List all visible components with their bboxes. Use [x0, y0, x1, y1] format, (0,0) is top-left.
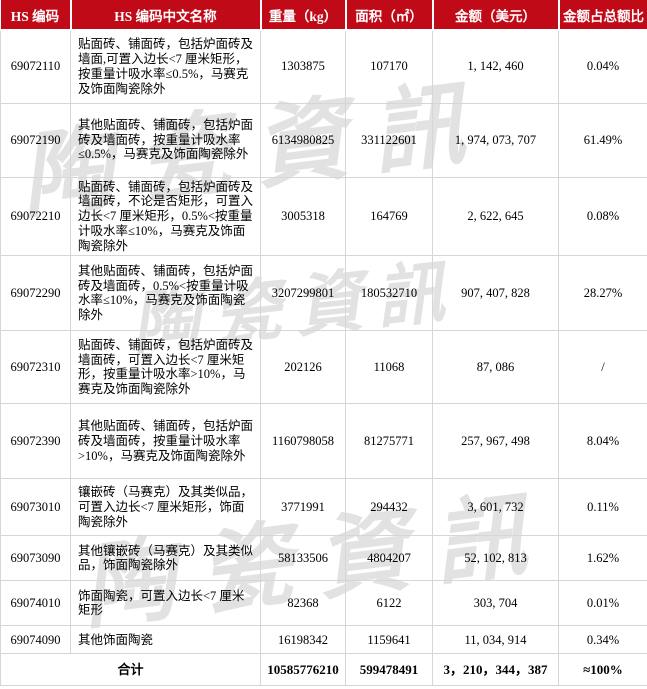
- share-cell: 0.08%: [558, 176, 647, 257]
- amount-cell: 2, 622, 645: [432, 176, 559, 257]
- area-cell: 4804207: [345, 535, 433, 582]
- amount-cell: 257, 967, 498: [432, 403, 559, 480]
- hs-code-cell: 69072390: [0, 403, 71, 480]
- amount-cell: 907, 407, 828: [432, 255, 559, 332]
- share-cell: /: [558, 330, 647, 405]
- table-row: 69074010 饰面陶瓷，可置入边长<7 厘米矩形 82368 6122 30…: [0, 580, 647, 627]
- header-weight: 重量（kg）: [260, 0, 347, 31]
- hs-code-cell: 69072210: [0, 176, 71, 257]
- share-cell: 61.49%: [558, 102, 647, 178]
- hs-name-cell: 其他贴面砖、铺面砖，包括炉面砖及墙面砖，0.5%<按重量计吸水率≤10%，马赛克…: [70, 255, 261, 332]
- weight-cell: 1303875: [260, 29, 346, 104]
- weight-cell: 82368: [260, 580, 346, 627]
- weight-cell: 1160798058: [260, 403, 346, 480]
- header-hs-name: HS 编码中文名称: [70, 0, 262, 31]
- hs-name-cell: 其他镶嵌砖（马赛克）及其类似品，饰面陶瓷除外: [70, 535, 261, 582]
- area-cell: 331122601: [345, 102, 433, 178]
- share-cell: 0.04%: [558, 29, 647, 104]
- hs-name-cell: 贴面砖、铺面砖，包括炉面砖及墙面砖，不论是否矩形，可置入边长<7 厘米矩形，0.…: [70, 176, 261, 257]
- area-cell: 11068: [345, 330, 433, 405]
- hs-name-cell: 饰面陶瓷，可置入边长<7 厘米矩形: [70, 580, 261, 627]
- amount-cell: 303, 704: [432, 580, 559, 627]
- area-cell: 81275771: [345, 403, 433, 480]
- table-row: 69072390 其他贴面砖、铺面砖，包括炉面砖及墙面砖，按重量计吸水率>10%…: [0, 403, 647, 480]
- hs-code-cell: 69073010: [0, 478, 71, 537]
- hs-name-cell: 其他贴面砖、铺面砖，包括炉面砖及墙面砖，按重量计吸水率>10%，马赛克及饰面陶瓷…: [70, 403, 261, 480]
- total-label-cell: 合计: [0, 653, 261, 687]
- area-cell: 6122: [345, 580, 433, 627]
- table-row: 69072310 贴面砖、铺面砖，包括炉面砖及墙面砖，可置入边长<7 厘米矩形，…: [0, 330, 647, 405]
- weight-cell: 6134980825: [260, 102, 346, 178]
- header-row: HS 编码 HS 编码中文名称 重量（kg） 面积（㎡） 金额（美元） 金额占总…: [0, 0, 647, 31]
- hs-code-cell: 69072310: [0, 330, 71, 405]
- area-cell: 180532710: [345, 255, 433, 332]
- hs-name-cell: 其他贴面砖、铺面砖，包括炉面砖及墙面砖，按重量计吸水率≤0.5%，马赛克及饰面陶…: [70, 102, 261, 178]
- amount-cell: 87, 086: [432, 330, 559, 405]
- table-row: 69073090 其他镶嵌砖（马赛克）及其类似品，饰面陶瓷除外 58133506…: [0, 535, 647, 582]
- area-cell: 107170: [345, 29, 433, 104]
- total-amount-cell: 3，210，344，387: [432, 653, 559, 687]
- total-row: 合计 10585776210 599478491 3，210，344，387 ≈…: [0, 653, 647, 687]
- total-share-cell: ≈100%: [558, 653, 647, 687]
- area-cell: 294432: [345, 478, 433, 537]
- table-header: HS 编码 HS 编码中文名称 重量（kg） 面积（㎡） 金额（美元） 金额占总…: [0, 0, 647, 31]
- hs-name-cell: 贴面砖、铺面砖，包括炉面砖及墙面,可置入边长<7 厘米矩形，按重量计吸水率≤0.…: [70, 29, 261, 104]
- area-cell: 164769: [345, 176, 433, 257]
- weight-cell: 58133506: [260, 535, 346, 582]
- hs-code-cell: 69073090: [0, 535, 71, 582]
- share-cell: 1.62%: [558, 535, 647, 582]
- hs-name-cell: 其他饰面陶瓷: [70, 625, 261, 655]
- table-body: 69072110 贴面砖、铺面砖，包括炉面砖及墙面,可置入边长<7 厘米矩形，按…: [0, 29, 647, 687]
- table-row: 69072210 贴面砖、铺面砖，包括炉面砖及墙面砖，不论是否矩形，可置入边长<…: [0, 176, 647, 257]
- header-hs-code: HS 编码: [0, 0, 72, 31]
- weight-cell: 3207299801: [260, 255, 346, 332]
- hs-code-cell: 69072110: [0, 29, 71, 104]
- hs-code-cell: 69074090: [0, 625, 71, 655]
- amount-cell: 1, 142, 460: [432, 29, 559, 104]
- hs-name-cell: 贴面砖、铺面砖，包括炉面砖及墙面砖，可置入边长<7 厘米矩形，按重量计吸水率>1…: [70, 330, 261, 405]
- total-area-cell: 599478491: [345, 653, 433, 687]
- amount-cell: 11, 034, 914: [432, 625, 559, 655]
- table-row: 69073010 镶嵌砖（马赛克）及其类似品，可置入边长<7 厘米矩形，饰面陶瓷…: [0, 478, 647, 537]
- amount-cell: 52, 102, 813: [432, 535, 559, 582]
- table-row: 69072290 其他贴面砖、铺面砖，包括炉面砖及墙面砖，0.5%<按重量计吸水…: [0, 255, 647, 332]
- header-share: 金额占总额比: [558, 0, 647, 31]
- weight-cell: 3005318: [260, 176, 346, 257]
- table-row: 69074090 其他饰面陶瓷 16198342 1159641 11, 034…: [0, 625, 647, 655]
- share-cell: 0.01%: [558, 580, 647, 627]
- table-row: 69072110 贴面砖、铺面砖，包括炉面砖及墙面,可置入边长<7 厘米矩形，按…: [0, 29, 647, 104]
- weight-cell: 16198342: [260, 625, 346, 655]
- weight-cell: 202126: [260, 330, 346, 405]
- hs-code-cell: 69074010: [0, 580, 71, 627]
- header-amount: 金额（美元）: [432, 0, 560, 31]
- hs-name-cell: 镶嵌砖（马赛克）及其类似品，可置入边长<7 厘米矩形，饰面陶瓷除外: [70, 478, 261, 537]
- hs-code-cell: 69072290: [0, 255, 71, 332]
- share-cell: 28.27%: [558, 255, 647, 332]
- table-row: 69072190 其他贴面砖、铺面砖，包括炉面砖及墙面砖，按重量计吸水率≤0.5…: [0, 102, 647, 178]
- hs-code-cell: 69072190: [0, 102, 71, 178]
- amount-cell: 1, 974, 073, 707: [432, 102, 559, 178]
- share-cell: 0.11%: [558, 478, 647, 537]
- area-cell: 1159641: [345, 625, 433, 655]
- amount-cell: 3, 601, 732: [432, 478, 559, 537]
- weight-cell: 3771991: [260, 478, 346, 537]
- share-cell: 0.34%: [558, 625, 647, 655]
- header-area: 面积（㎡）: [345, 0, 434, 31]
- share-cell: 8.04%: [558, 403, 647, 480]
- total-weight-cell: 10585776210: [260, 653, 346, 687]
